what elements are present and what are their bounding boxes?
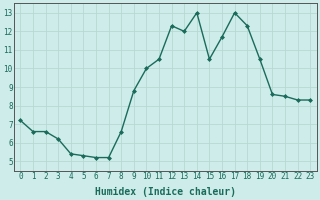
X-axis label: Humidex (Indice chaleur): Humidex (Indice chaleur): [95, 186, 236, 197]
